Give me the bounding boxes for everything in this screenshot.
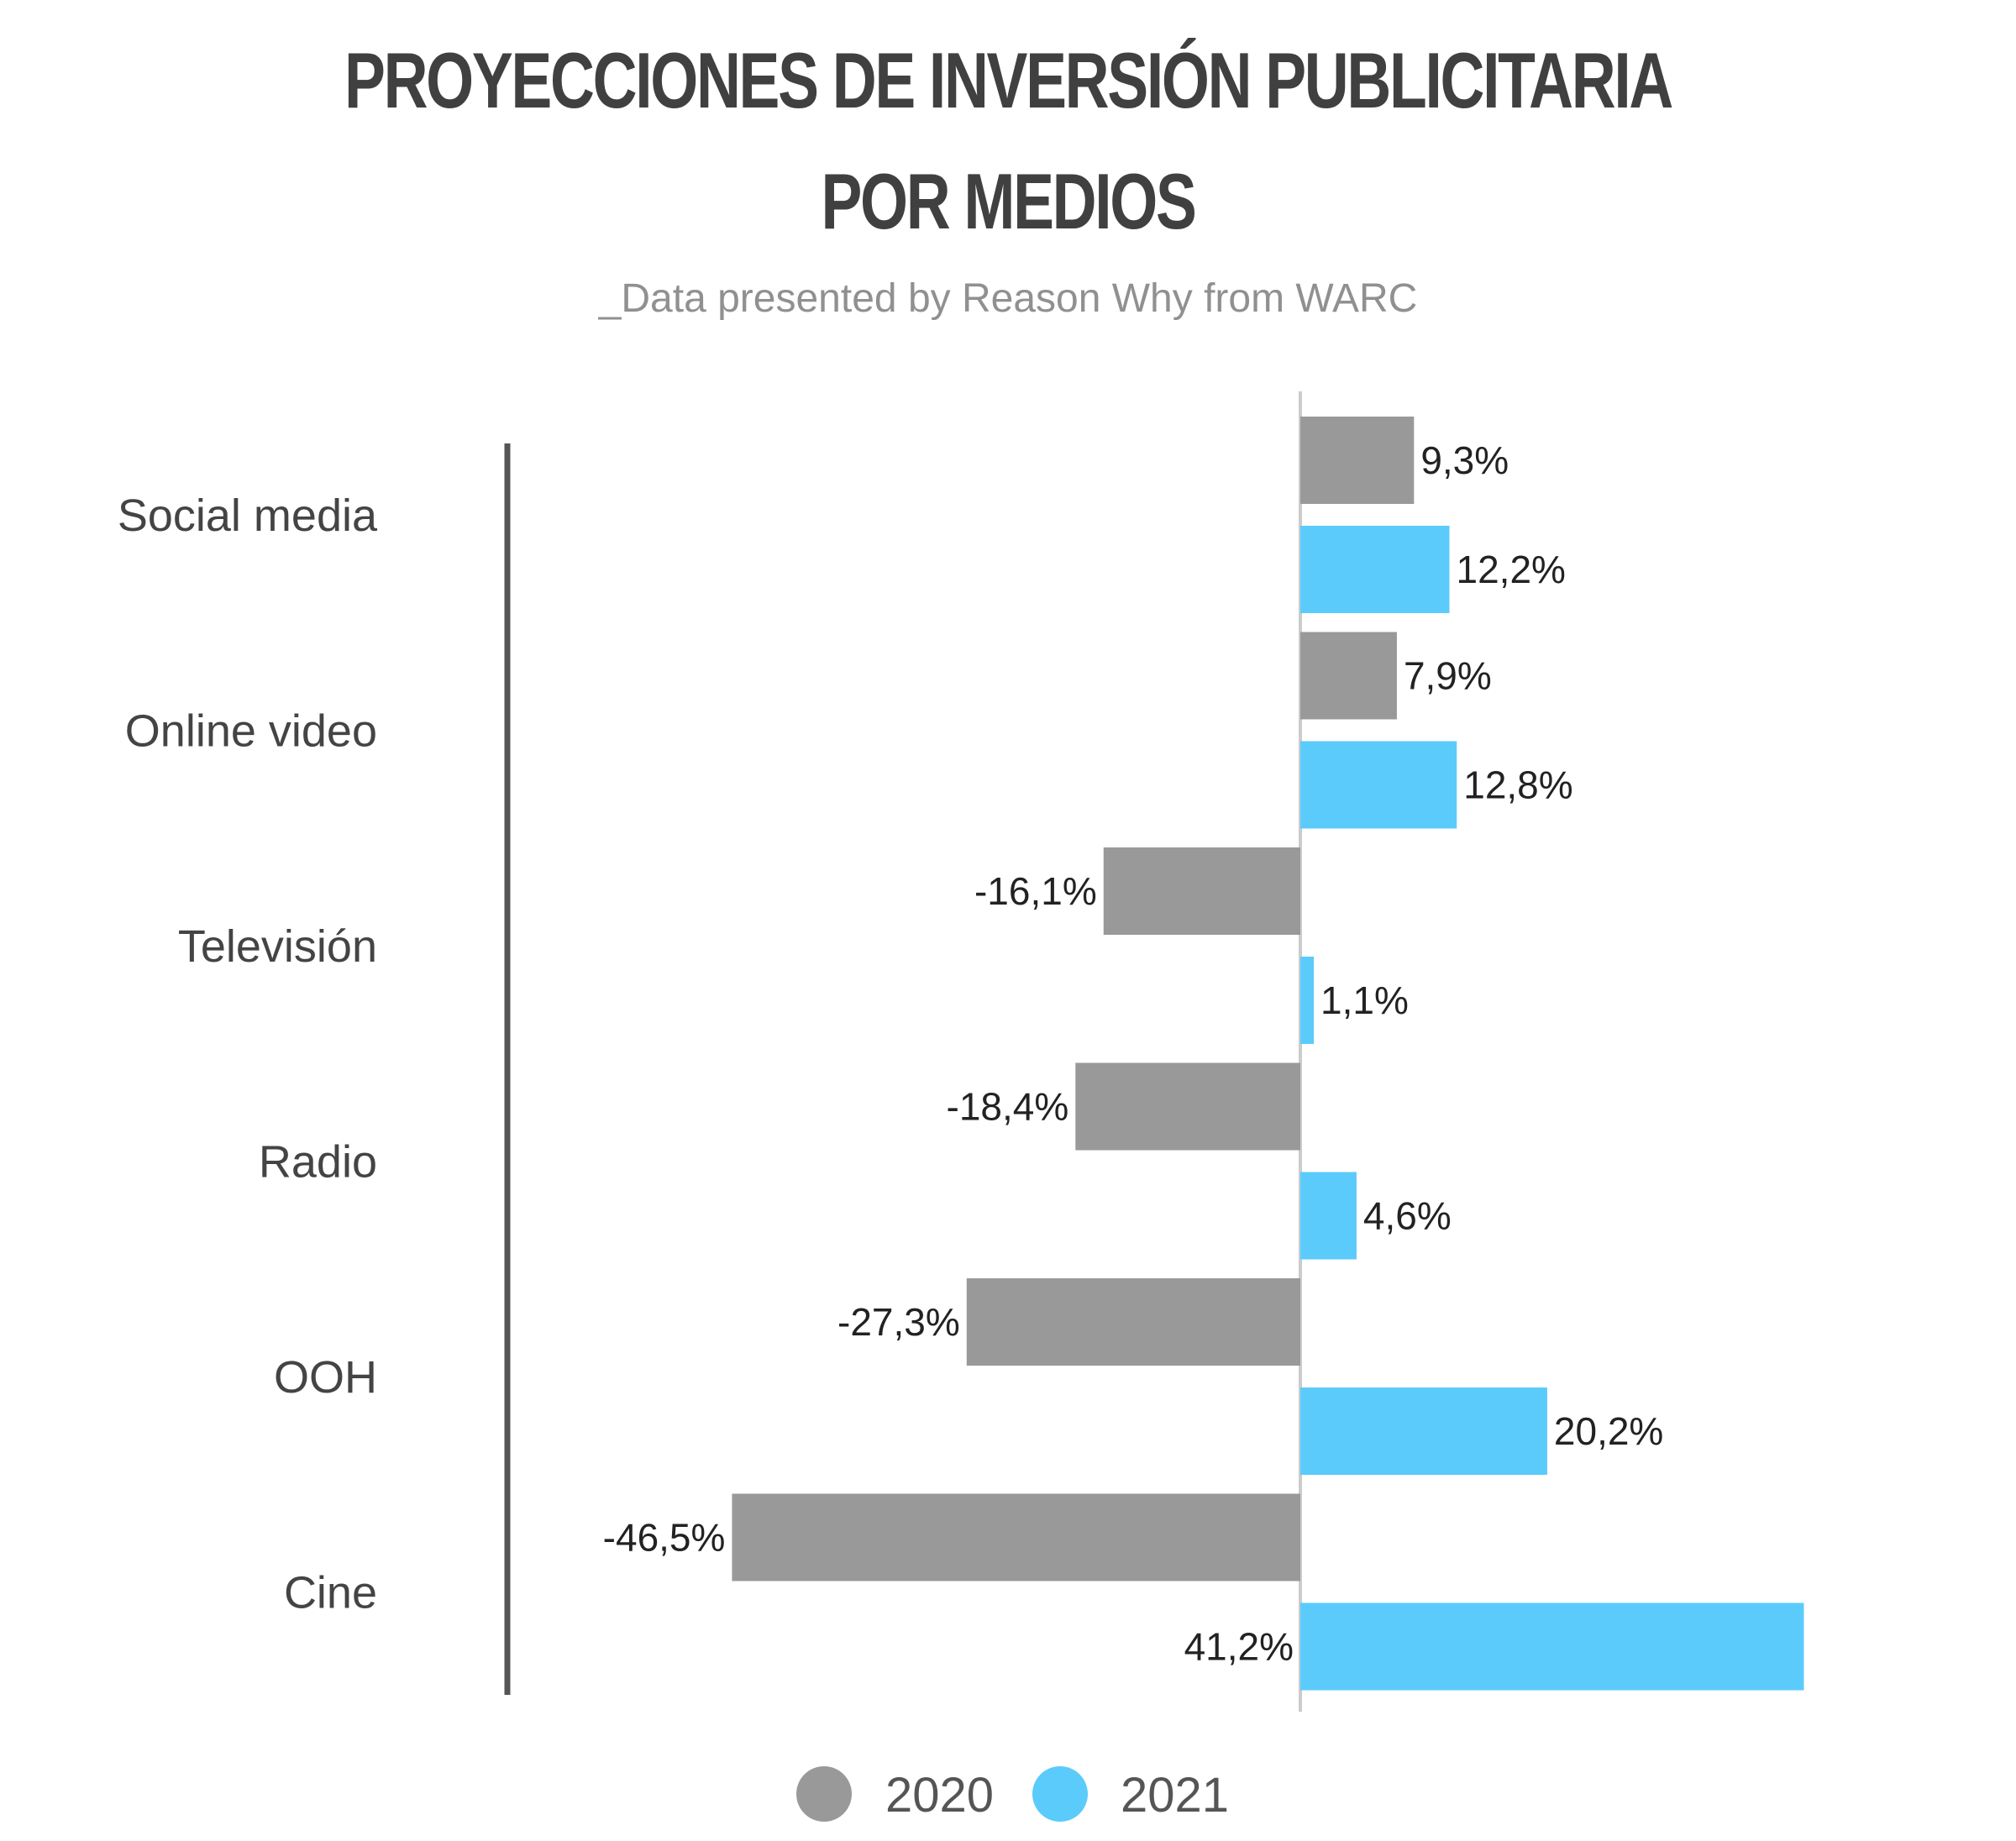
bar-2021 (1300, 741, 1457, 829)
legend-marker-2020 (796, 1766, 852, 1822)
category-label: OOH (274, 1352, 377, 1403)
value-label: -46,5% (603, 1516, 726, 1560)
value-label: 12,2% (1457, 548, 1566, 591)
bar-2020 (1300, 417, 1415, 504)
chart-title-line1: PROYECCIONES DE INVERSIÓN PUBLICITARIA (344, 36, 1673, 124)
chart-subtitle: _Data presented by Reason Why from WARC (598, 276, 1418, 321)
bars (732, 417, 1804, 1691)
bar-2021 (1300, 1172, 1357, 1260)
legend: 2020 2021 (796, 1766, 1229, 1823)
legend-marker-2021 (1032, 1766, 1088, 1822)
bar-2020 (1075, 1062, 1300, 1151)
bar-2020 (732, 1493, 1300, 1581)
category-label: Online video (125, 706, 377, 757)
legend-label: 2021 (1121, 1768, 1229, 1823)
value-label: 9,3% (1420, 438, 1509, 482)
category-label: Cine (284, 1568, 377, 1618)
value-label: 20,2% (1554, 1409, 1663, 1453)
category-label: Radio (259, 1137, 377, 1188)
category-label: Social media (118, 490, 378, 541)
category-label: Televisión (178, 921, 377, 972)
value-label: 7,9% (1404, 654, 1492, 698)
value-label: -18,4% (947, 1085, 1069, 1129)
category-labels: Social media Online video Televisión Radio O… (118, 490, 378, 1618)
value-label: 12,8% (1463, 763, 1572, 807)
chart-title-line2: POR MEDIOS (821, 157, 1196, 245)
bar-2021 (1300, 526, 1450, 613)
value-label: 4,6% (1363, 1194, 1452, 1238)
bar-2020 (966, 1278, 1300, 1366)
bar-2021 (1300, 1387, 1547, 1475)
value-label: -27,3% (837, 1300, 960, 1344)
value-label: 41,2% (1184, 1625, 1294, 1669)
bar-2021 (1300, 1602, 1804, 1691)
bar-2021 (1300, 957, 1315, 1044)
bar-2020 (1103, 847, 1300, 935)
legend-label: 2020 (885, 1768, 994, 1823)
value-label: 1,1% (1320, 978, 1409, 1022)
value-label: -16,1% (974, 869, 1097, 913)
value-labels: 9,3% 12,2% 7,9% 12,8% -16,1% 1,1% -18,4% 4,6% -2… (603, 438, 1664, 1669)
bar-2020 (1300, 632, 1397, 720)
